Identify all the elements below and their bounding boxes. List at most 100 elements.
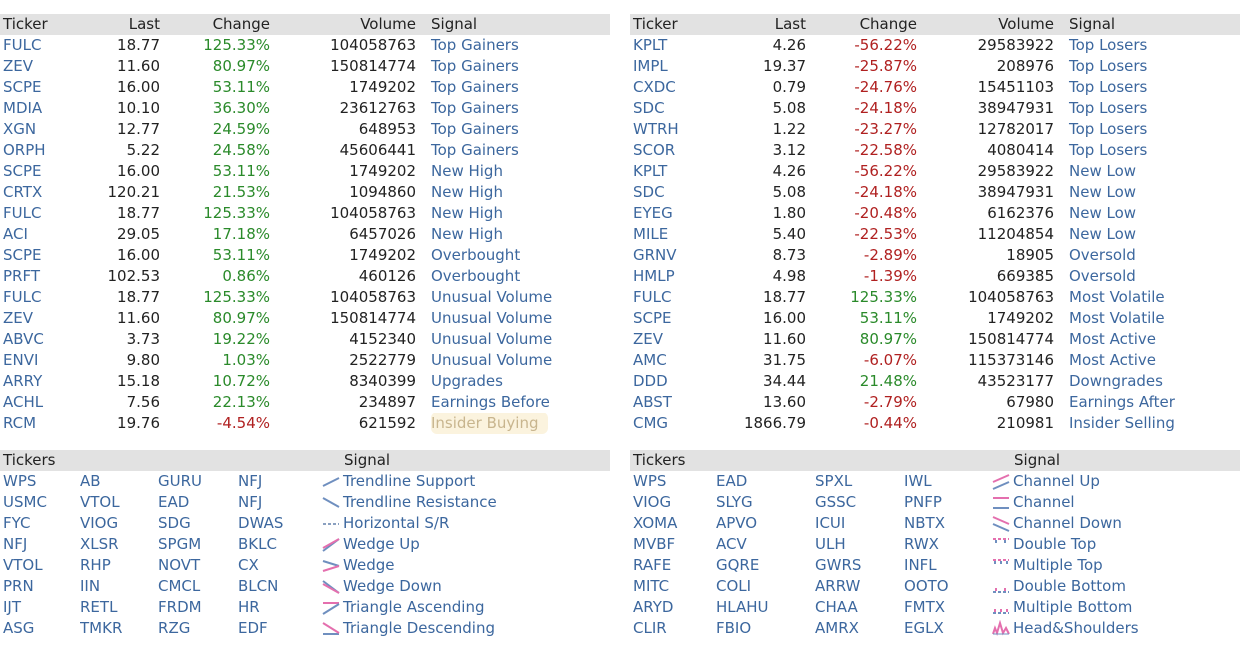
ticker-link[interactable]: NOVT (158, 556, 201, 574)
ticker-link[interactable]: RETL (80, 598, 118, 616)
pattern-signal-link[interactable]: Multiple Bottom (1013, 598, 1133, 616)
ticker-link[interactable]: SDC (633, 183, 665, 201)
ticker-link[interactable]: SCPE (3, 162, 42, 180)
ticker-link[interactable]: CMG (633, 414, 669, 432)
ticker-link[interactable]: SLYG (716, 493, 753, 511)
pattern-signal-link[interactable]: Double Top (1013, 535, 1097, 553)
signal-link[interactable]: Overbought (431, 246, 521, 264)
ticker-link[interactable]: ARYD (633, 598, 674, 616)
ticker-link[interactable]: RAFE (633, 556, 672, 574)
ticker-link[interactable]: USMC (3, 493, 47, 511)
ticker-link[interactable]: SPXL (815, 472, 853, 490)
pattern-signal-link[interactable]: Wedge (343, 556, 395, 574)
ticker-link[interactable]: NFJ (238, 472, 263, 490)
signal-link[interactable]: Top Losers (1069, 120, 1148, 138)
signal-link[interactable]: Most Volatile (1069, 288, 1165, 306)
ticker-link[interactable]: MVBF (633, 535, 676, 553)
ticker-link[interactable]: RWX (904, 535, 939, 553)
ticker-link[interactable]: ENVI (3, 351, 39, 369)
ticker-link[interactable]: HLAHU (716, 598, 769, 616)
pattern-signal-link[interactable]: Horizontal S/R (343, 514, 450, 532)
ticker-link[interactable]: NFJ (3, 535, 28, 553)
ticker-link[interactable]: KPLT (633, 162, 668, 180)
pattern-signal-link[interactable]: Channel Up (1013, 472, 1100, 490)
ticker-link[interactable]: XGN (3, 120, 37, 138)
ticker-link[interactable]: ARRW (815, 577, 861, 595)
signal-link[interactable]: New Low (1069, 162, 1137, 180)
ticker-link[interactable]: VTOL (80, 493, 120, 511)
ticker-link[interactable]: CHAA (815, 598, 858, 616)
ticker-link[interactable]: FBIO (716, 619, 752, 637)
ticker-link[interactable]: NFJ (238, 493, 263, 511)
ticker-link[interactable]: FULC (3, 204, 42, 222)
signal-link[interactable]: New High (431, 225, 503, 243)
ticker-link[interactable]: HR (238, 598, 260, 616)
signal-link[interactable]: Oversold (1069, 246, 1136, 264)
ticker-link[interactable]: DWAS (238, 514, 284, 532)
ticker-link[interactable]: BLCN (238, 577, 279, 595)
signal-link[interactable]: Unusual Volume (431, 288, 553, 306)
pattern-signal-link[interactable]: Head&Shoulders (1013, 619, 1139, 637)
signal-link[interactable]: Upgrades (431, 372, 503, 390)
ticker-link[interactable]: BKLC (238, 535, 277, 553)
ticker-link[interactable]: MDIA (3, 99, 43, 117)
signal-link[interactable]: Oversold (1069, 267, 1136, 285)
ticker-link[interactable]: SCOR (633, 141, 676, 159)
ticker-link[interactable]: CRTX (3, 183, 43, 201)
ticker-link[interactable]: CLIR (633, 619, 667, 637)
ticker-link[interactable]: XLSR (80, 535, 119, 553)
ticker-link[interactable]: DDD (633, 372, 668, 390)
pattern-signal-link[interactable]: Trendline Support (343, 472, 476, 490)
pattern-signal-link[interactable]: Multiple Top (1013, 556, 1103, 574)
ticker-link[interactable]: EYEG (633, 204, 673, 222)
signal-link[interactable]: Top Losers (1069, 141, 1148, 159)
signal-link[interactable]: Unusual Volume (431, 351, 553, 369)
ticker-link[interactable]: IJT (3, 598, 22, 616)
ticker-link[interactable]: APVO (716, 514, 758, 532)
ticker-link[interactable]: EAD (158, 493, 190, 511)
ticker-link[interactable]: CMCL (158, 577, 201, 595)
signal-link[interactable]: New Low (1069, 204, 1137, 222)
ticker-link[interactable]: NBTX (904, 514, 945, 532)
ticker-link[interactable]: ULH (815, 535, 846, 553)
signal-link-highlighted[interactable]: Insider Buying (431, 413, 549, 434)
ticker-link[interactable]: RZG (158, 619, 191, 637)
ticker-link[interactable]: WTRH (633, 120, 679, 138)
signal-link[interactable]: Top Gainers (431, 57, 519, 75)
signal-link[interactable]: Most Active (1069, 330, 1156, 348)
ticker-link[interactable]: RCM (3, 414, 37, 432)
pattern-signal-link[interactable]: Triangle Ascending (343, 598, 485, 616)
ticker-link[interactable]: ACHL (3, 393, 44, 411)
ticker-link[interactable]: ZEV (3, 57, 34, 75)
signal-link[interactable]: Earnings Before (431, 393, 550, 411)
pattern-signal-link[interactable]: Channel (1013, 493, 1075, 511)
ticker-link[interactable]: AB (80, 472, 101, 490)
ticker-link[interactable]: HMLP (633, 267, 675, 285)
signal-link[interactable]: Earnings After (1069, 393, 1175, 411)
pattern-signal-link[interactable]: Channel Down (1013, 514, 1122, 532)
ticker-link[interactable]: FULC (3, 288, 42, 306)
signal-link[interactable]: Downgrades (1069, 372, 1163, 390)
ticker-link[interactable]: IWL (904, 472, 932, 490)
ticker-link[interactable]: WPS (3, 472, 37, 490)
ticker-link[interactable]: FULC (3, 36, 42, 54)
ticker-link[interactable]: VTOL (3, 556, 43, 574)
ticker-link[interactable]: FULC (633, 288, 672, 306)
ticker-link[interactable]: FRDM (158, 598, 202, 616)
ticker-link[interactable]: KPLT (633, 36, 668, 54)
ticker-link[interactable]: INFL (904, 556, 937, 574)
ticker-link[interactable]: AMRX (815, 619, 859, 637)
signal-link[interactable]: Most Active (1069, 351, 1156, 369)
ticker-link[interactable]: SDC (633, 99, 665, 117)
ticker-link[interactable]: ZEV (3, 309, 34, 327)
pattern-signal-link[interactable]: Trendline Resistance (343, 493, 497, 511)
signal-link[interactable]: Overbought (431, 267, 521, 285)
ticker-link[interactable]: GWRS (815, 556, 862, 574)
ticker-link[interactable]: IMPL (633, 57, 668, 75)
ticker-link[interactable]: PRFT (3, 267, 40, 285)
ticker-link[interactable]: EAD (716, 472, 748, 490)
ticker-link[interactable]: ARRY (3, 372, 43, 390)
ticker-link[interactable]: EDF (238, 619, 268, 637)
ticker-link[interactable]: FYC (3, 514, 31, 532)
ticker-link[interactable]: XOMA (633, 514, 678, 532)
